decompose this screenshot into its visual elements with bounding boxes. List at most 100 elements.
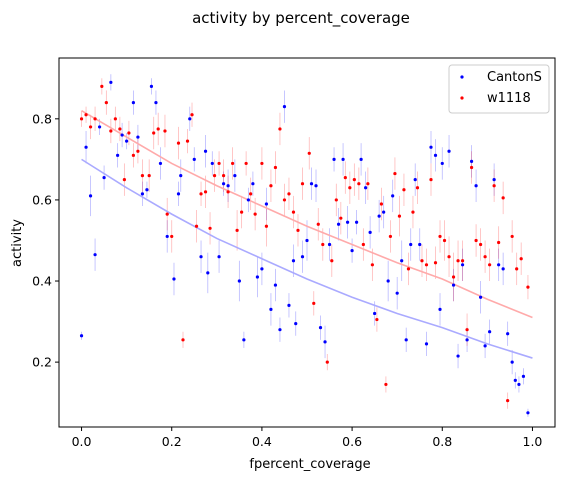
point-cantons-70 [413, 178, 417, 182]
point-cantons-47 [309, 182, 314, 186]
point-cantons-11 [136, 135, 140, 139]
point-w1118-51 [321, 242, 325, 247]
x-tick-label-5: 1.0 [523, 434, 543, 449]
point-cantons-42 [287, 303, 291, 307]
point-cantons-5 [102, 176, 106, 180]
point-cantons-18 [172, 277, 176, 281]
point-w1118-23 [190, 113, 194, 117]
point-w1118-85 [474, 238, 478, 243]
point-cantons-65 [391, 194, 395, 198]
legend-label-w1118: w1118 [487, 91, 531, 106]
point-cantons-60 [368, 230, 372, 234]
point-cantons-46 [305, 238, 309, 243]
point-cantons-4 [97, 125, 102, 129]
point-w1118-64 [379, 202, 383, 206]
point-w1118-77 [438, 234, 442, 239]
point-w1118-31 [226, 190, 230, 194]
x-tick-label-0: 0.0 [72, 434, 92, 449]
point-w1118-7 [113, 117, 117, 121]
point-cantons-82 [469, 159, 474, 164]
point-cantons-48 [314, 184, 318, 188]
point-w1118-36 [249, 192, 253, 196]
y-tick-label-3: 0.8 [32, 111, 52, 126]
point-cantons-73 [429, 145, 433, 149]
point-w1118-29 [217, 161, 221, 166]
point-cantons-16 [158, 161, 163, 166]
point-w1118-60 [361, 242, 365, 247]
point-w1118-55 [339, 216, 343, 220]
point-cantons-68 [404, 338, 408, 342]
point-cantons-30 [233, 173, 237, 178]
point-cantons-79 [456, 354, 460, 358]
point-cantons-83 [474, 184, 478, 188]
point-w1118-94 [515, 267, 519, 271]
x-tick-label-3: 0.6 [342, 434, 362, 449]
point-cantons-26 [210, 161, 214, 166]
point-cantons-35 [255, 275, 259, 279]
point-w1118-47 [300, 182, 305, 186]
legend-box [448, 64, 550, 114]
point-cantons-50 [323, 340, 327, 344]
point-w1118-59 [357, 182, 361, 186]
point-cantons-41 [282, 105, 287, 109]
point-w1118-40 [269, 184, 273, 188]
point-w1118-22 [185, 139, 190, 143]
point-w1118-96 [526, 285, 530, 289]
point-w1118-76 [433, 261, 438, 265]
point-w1118-18 [165, 212, 169, 216]
point-w1118-52 [325, 360, 329, 364]
point-w1118-90 [497, 240, 501, 245]
x-axis-title: fpercent_coverage [249, 457, 370, 472]
legend-marker-cantons [460, 75, 464, 79]
point-cantons-6 [109, 80, 113, 84]
point-w1118-78 [442, 238, 447, 243]
point-cantons-90 [506, 332, 510, 336]
point-cantons-91 [510, 360, 514, 364]
point-cantons-44 [294, 321, 298, 326]
y-axis-title: activity [10, 219, 25, 267]
point-w1118-95 [519, 257, 523, 261]
point-cantons-7 [116, 153, 120, 157]
fit-curve-w1118 [81, 110, 533, 319]
point-w1118-6 [109, 129, 113, 133]
point-w1118-1 [84, 113, 88, 117]
point-cantons-36 [260, 267, 264, 271]
point-cantons-78 [451, 283, 456, 287]
point-cantons-3 [93, 253, 97, 257]
point-cantons-56 [350, 249, 354, 253]
point-cantons-33 [246, 198, 250, 202]
point-cantons-28 [221, 182, 226, 186]
point-cantons-59 [364, 186, 368, 190]
point-w1118-81 [456, 259, 460, 263]
point-cantons-94 [521, 374, 526, 378]
point-w1118-41 [273, 165, 278, 170]
point-cantons-89 [501, 267, 505, 271]
point-cantons-86 [488, 330, 492, 334]
point-w1118-32 [231, 161, 235, 166]
point-w1118-35 [244, 161, 248, 166]
x-tick-label-4: 0.8 [432, 434, 452, 449]
point-w1118-86 [479, 242, 483, 247]
y-tick-label-2: 0.6 [32, 192, 52, 207]
point-w1118-71 [411, 210, 415, 214]
point-w1118-5 [104, 101, 108, 105]
point-w1118-34 [240, 210, 244, 214]
point-w1118-27 [208, 226, 212, 230]
point-cantons-93 [517, 382, 521, 387]
point-cantons-71 [418, 242, 422, 247]
point-cantons-1 [84, 145, 88, 149]
point-w1118-10 [127, 131, 131, 135]
point-cantons-49 [318, 326, 323, 330]
point-cantons-29 [226, 184, 230, 188]
point-w1118-25 [199, 192, 203, 196]
point-cantons-13 [145, 188, 149, 192]
point-cantons-22 [192, 157, 196, 161]
point-w1118-82 [460, 259, 465, 263]
point-w1118-26 [203, 190, 208, 194]
point-cantons-64 [386, 279, 390, 283]
point-w1118-45 [291, 210, 296, 214]
point-cantons-77 [447, 149, 451, 153]
point-cantons-67 [400, 259, 404, 263]
point-w1118-53 [330, 259, 334, 263]
point-cantons-51 [327, 242, 332, 247]
